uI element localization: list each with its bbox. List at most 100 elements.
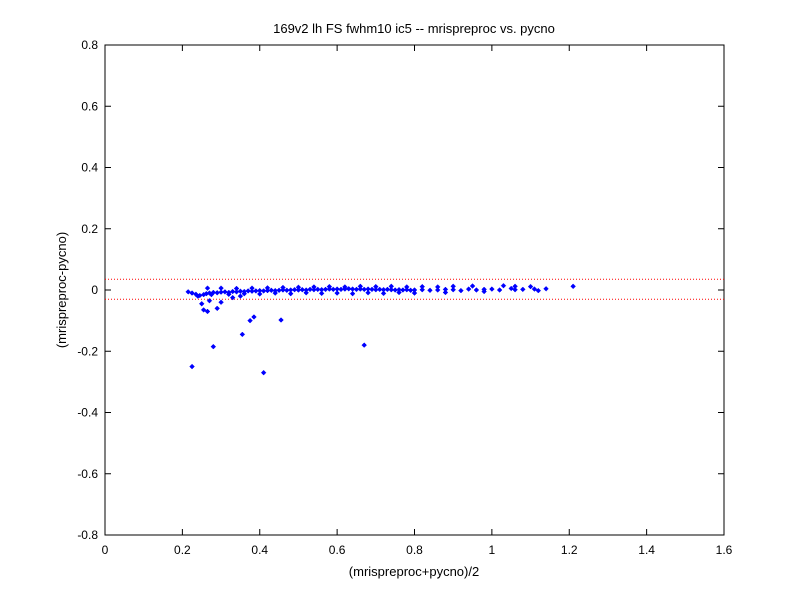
data-point (353, 286, 360, 293)
data-point (260, 369, 267, 376)
data-point (427, 287, 433, 294)
data-point (222, 289, 228, 295)
data-point (384, 286, 391, 293)
x-tick-label: 0.2 (174, 543, 191, 557)
data-point (311, 284, 317, 290)
data-point (303, 290, 309, 296)
data-point (419, 283, 425, 290)
x-tick-label: 0.4 (251, 543, 268, 557)
data-point (315, 286, 321, 293)
y-axis-ticks: 0.8 0.6 0.4 0.2 0 -0.2 -0.4 -0.6 -0.8 (77, 38, 724, 542)
x-tick-label: 0 (102, 543, 109, 557)
data-point (396, 289, 402, 296)
y-tick-label: -0.8 (77, 528, 98, 542)
data-point (260, 288, 267, 294)
data-point (450, 286, 456, 293)
data-point (345, 286, 352, 292)
data-point (376, 286, 383, 293)
data-point (512, 286, 518, 293)
data-point (543, 286, 549, 292)
data-point (295, 284, 302, 290)
data-point (496, 287, 503, 293)
data-point (291, 286, 298, 293)
data-point (229, 294, 236, 301)
data-point (189, 363, 195, 370)
data-point (365, 290, 371, 296)
data-point (251, 314, 257, 320)
y-tick-label: -0.2 (77, 344, 98, 358)
data-point (500, 282, 507, 289)
data-point (204, 285, 211, 291)
data-point (200, 307, 207, 313)
data-point (527, 283, 534, 290)
data-point (233, 285, 240, 292)
y-tick-label: 0.8 (81, 38, 98, 52)
x-tick-label: 1.6 (716, 543, 733, 557)
data-point (473, 287, 480, 293)
data-point (218, 299, 224, 306)
data-point (204, 308, 211, 315)
data-point (264, 285, 271, 291)
limit-lines (105, 278, 724, 300)
data-point (349, 290, 356, 297)
data-point (450, 283, 456, 290)
data-point (442, 289, 449, 296)
data-point (373, 283, 379, 290)
data-point (404, 286, 410, 293)
data-point (508, 285, 514, 292)
x-tick-label: 1.2 (561, 543, 578, 557)
data-point (570, 283, 576, 290)
data-point (239, 331, 246, 338)
y-axis-label: (mrispreproc-pycno) (54, 232, 69, 348)
data-point (392, 287, 398, 293)
data-point (256, 291, 263, 297)
data-point (299, 286, 306, 293)
x-tick-label: 1.4 (638, 543, 655, 557)
y-tick-label: -0.6 (77, 467, 98, 481)
x-axis-ticks: 0 0.2 0.4 0.6 0.8 1 1.2 1.4 1.6 (102, 45, 733, 557)
data-point (481, 288, 487, 295)
data-point (419, 286, 425, 293)
data-point (218, 285, 224, 291)
data-point (214, 305, 220, 312)
data-point (400, 287, 406, 293)
x-tick-label: 0.8 (406, 543, 423, 557)
data-point (322, 286, 329, 293)
data-point (531, 286, 538, 292)
data-point (198, 301, 205, 307)
data-point (253, 288, 259, 294)
y-tick-label: 0.2 (81, 222, 98, 236)
data-point (369, 286, 375, 293)
data-point (338, 286, 344, 293)
data-point (458, 287, 464, 294)
data-point (388, 286, 395, 293)
data-point (206, 297, 213, 304)
data-point (210, 343, 217, 350)
x-tick-label: 1 (489, 543, 496, 557)
data-point (380, 290, 387, 297)
data-point (361, 286, 367, 293)
data-point (373, 286, 379, 293)
data-point (276, 287, 282, 294)
data-point (357, 286, 364, 292)
data-points (185, 282, 576, 376)
data-point (249, 288, 255, 294)
chart-title: 169v2 lh FS fwhm10 ic5 -- mrispreproc vs… (273, 21, 555, 36)
data-point (284, 287, 290, 294)
data-point (226, 291, 232, 298)
data-point (407, 287, 414, 294)
data-point (278, 317, 284, 323)
data-point (388, 283, 395, 290)
data-point (330, 286, 337, 293)
y-tick-label: 0 (91, 283, 98, 297)
data-point (247, 317, 253, 324)
data-point (249, 285, 255, 291)
data-point (189, 290, 195, 296)
data-point (326, 283, 333, 290)
data-point (268, 287, 275, 294)
data-point (489, 286, 495, 292)
data-point (272, 290, 278, 296)
data-point (404, 284, 410, 290)
data-point (520, 286, 526, 293)
data-point (307, 286, 313, 293)
